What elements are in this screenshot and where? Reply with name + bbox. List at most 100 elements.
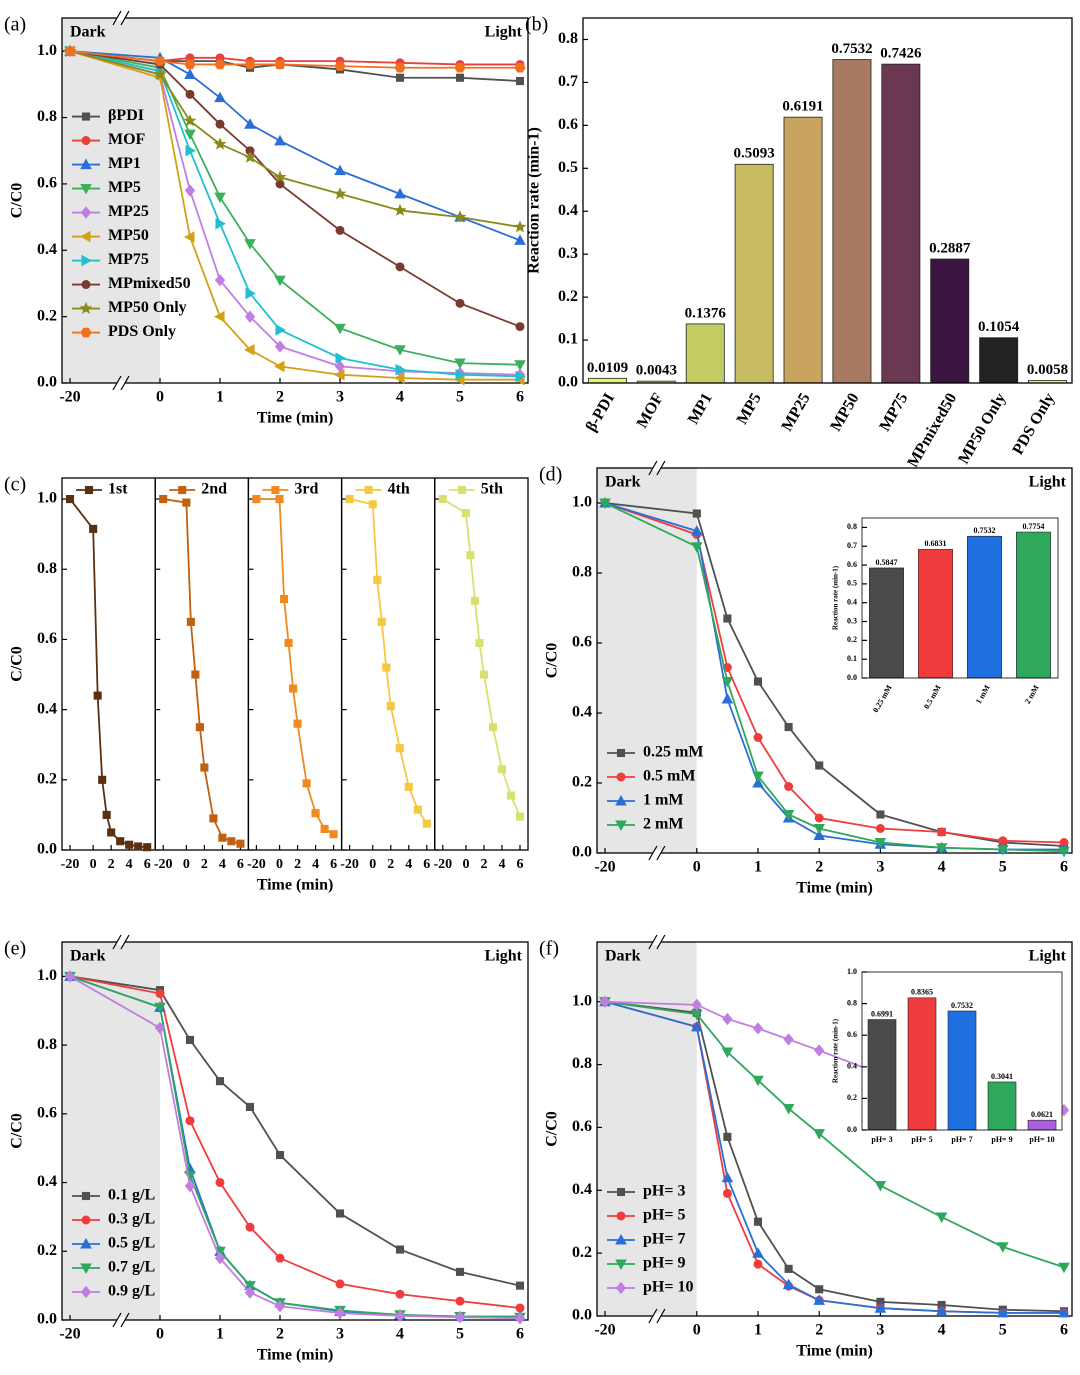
x-tick-label: 2 <box>815 1322 823 1339</box>
marker <box>752 1247 764 1258</box>
marker <box>692 509 701 518</box>
marker <box>874 1181 887 1192</box>
y-tick-label: 0.2 <box>572 774 592 791</box>
marker <box>178 485 187 495</box>
x-axis-label: Time (min) <box>257 877 334 894</box>
y-tick-label: 0.8 <box>37 560 57 577</box>
marker <box>691 998 702 1012</box>
x-tick-label: 4 <box>498 857 505 872</box>
x-tick-label: 0 <box>369 857 376 872</box>
marker <box>394 62 406 73</box>
y-tick-label: 0.8 <box>558 30 578 47</box>
marker <box>874 837 887 849</box>
legend-label: PDS Only <box>108 323 176 340</box>
marker <box>874 1302 887 1313</box>
marker <box>395 363 406 376</box>
marker <box>275 1253 285 1263</box>
marker <box>64 46 76 56</box>
marker <box>329 830 338 839</box>
value-label: 0.6831 <box>925 539 947 548</box>
marker <box>93 691 102 700</box>
x-tick-label: 6 <box>516 389 524 406</box>
x-tick-label: 0 <box>156 389 164 406</box>
marker <box>65 495 75 504</box>
x-tick-label: 6 <box>423 857 430 872</box>
marker <box>215 119 225 129</box>
y-tick-label: 0.6 <box>847 560 857 569</box>
marker <box>722 1188 732 1198</box>
marker <box>395 73 405 82</box>
marker <box>599 995 611 1008</box>
marker <box>245 1222 255 1232</box>
marker <box>289 684 298 693</box>
y-tick-label: 0.0 <box>847 673 857 682</box>
marker <box>274 1300 286 1313</box>
x-tick-label: 1 <box>754 859 762 876</box>
marker <box>214 310 225 323</box>
marker <box>98 775 107 784</box>
legend-label: βPDI <box>108 107 144 124</box>
x-tick-label: 2 <box>480 857 487 872</box>
value-label: 0.8365 <box>911 988 933 997</box>
y-tick-label: 1.0 <box>572 992 592 1009</box>
value-label: 0.7426 <box>880 46 922 62</box>
value-label: 0.7532 <box>974 526 996 535</box>
value-label: 0.6991 <box>871 1009 893 1018</box>
series-line <box>349 498 428 825</box>
marker <box>275 1151 285 1160</box>
dark-region <box>597 468 697 853</box>
y-tick-label: 0.3 <box>847 616 857 625</box>
marker <box>245 287 256 300</box>
legend-label: 5th <box>481 481 503 498</box>
y-tick-label: 0.6 <box>37 175 57 192</box>
x-tick-label: -20 <box>247 857 266 872</box>
x-tick-label: 6 <box>1060 859 1068 876</box>
marker <box>470 596 480 605</box>
legend-label: pH= 9 <box>643 1255 685 1272</box>
y-tick-label: 0.8 <box>847 998 857 1007</box>
marker <box>466 551 475 560</box>
marker <box>455 1267 465 1276</box>
series-line <box>442 498 521 818</box>
x-tick-label: 4 <box>405 857 412 872</box>
marker <box>153 67 167 80</box>
marker <box>935 1305 948 1316</box>
axis-break-mark <box>120 1312 130 1328</box>
marker <box>252 495 261 504</box>
marker <box>102 810 111 819</box>
marker <box>515 1303 525 1313</box>
marker <box>80 1238 92 1249</box>
value-label: 0.7532 <box>831 41 872 57</box>
bar <box>1027 1119 1057 1131</box>
marker <box>455 1296 465 1306</box>
marker <box>723 1132 732 1141</box>
x-tick-label: -20 <box>154 857 173 872</box>
x-tick-label: 6 <box>330 857 337 872</box>
marker <box>244 1281 256 1292</box>
marker <box>721 676 734 688</box>
x-tick-label: 4 <box>396 389 404 406</box>
y-axis-label: Reaction rate (min-1) <box>832 565 840 630</box>
marker <box>475 638 484 647</box>
marker <box>615 820 627 831</box>
marker <box>334 1306 346 1320</box>
y-tick-label: 0.5 <box>558 159 578 176</box>
marker <box>515 812 525 821</box>
marker <box>213 137 227 150</box>
y-tick-label: 0.8 <box>572 564 592 581</box>
marker <box>455 298 465 308</box>
series-line <box>69 50 520 66</box>
y-tick-label: 0.4 <box>847 1062 857 1071</box>
marker <box>753 677 763 686</box>
x-tick-label: 3 <box>336 389 344 406</box>
marker <box>373 575 382 584</box>
bar <box>832 59 872 384</box>
x-tick-label: 2 <box>201 857 208 872</box>
marker <box>200 763 209 772</box>
x-tick-label: 5 <box>456 389 464 406</box>
marker <box>214 192 226 204</box>
x-tick-label: 1 <box>754 1322 762 1339</box>
marker <box>214 59 226 70</box>
marker <box>81 1191 91 1201</box>
